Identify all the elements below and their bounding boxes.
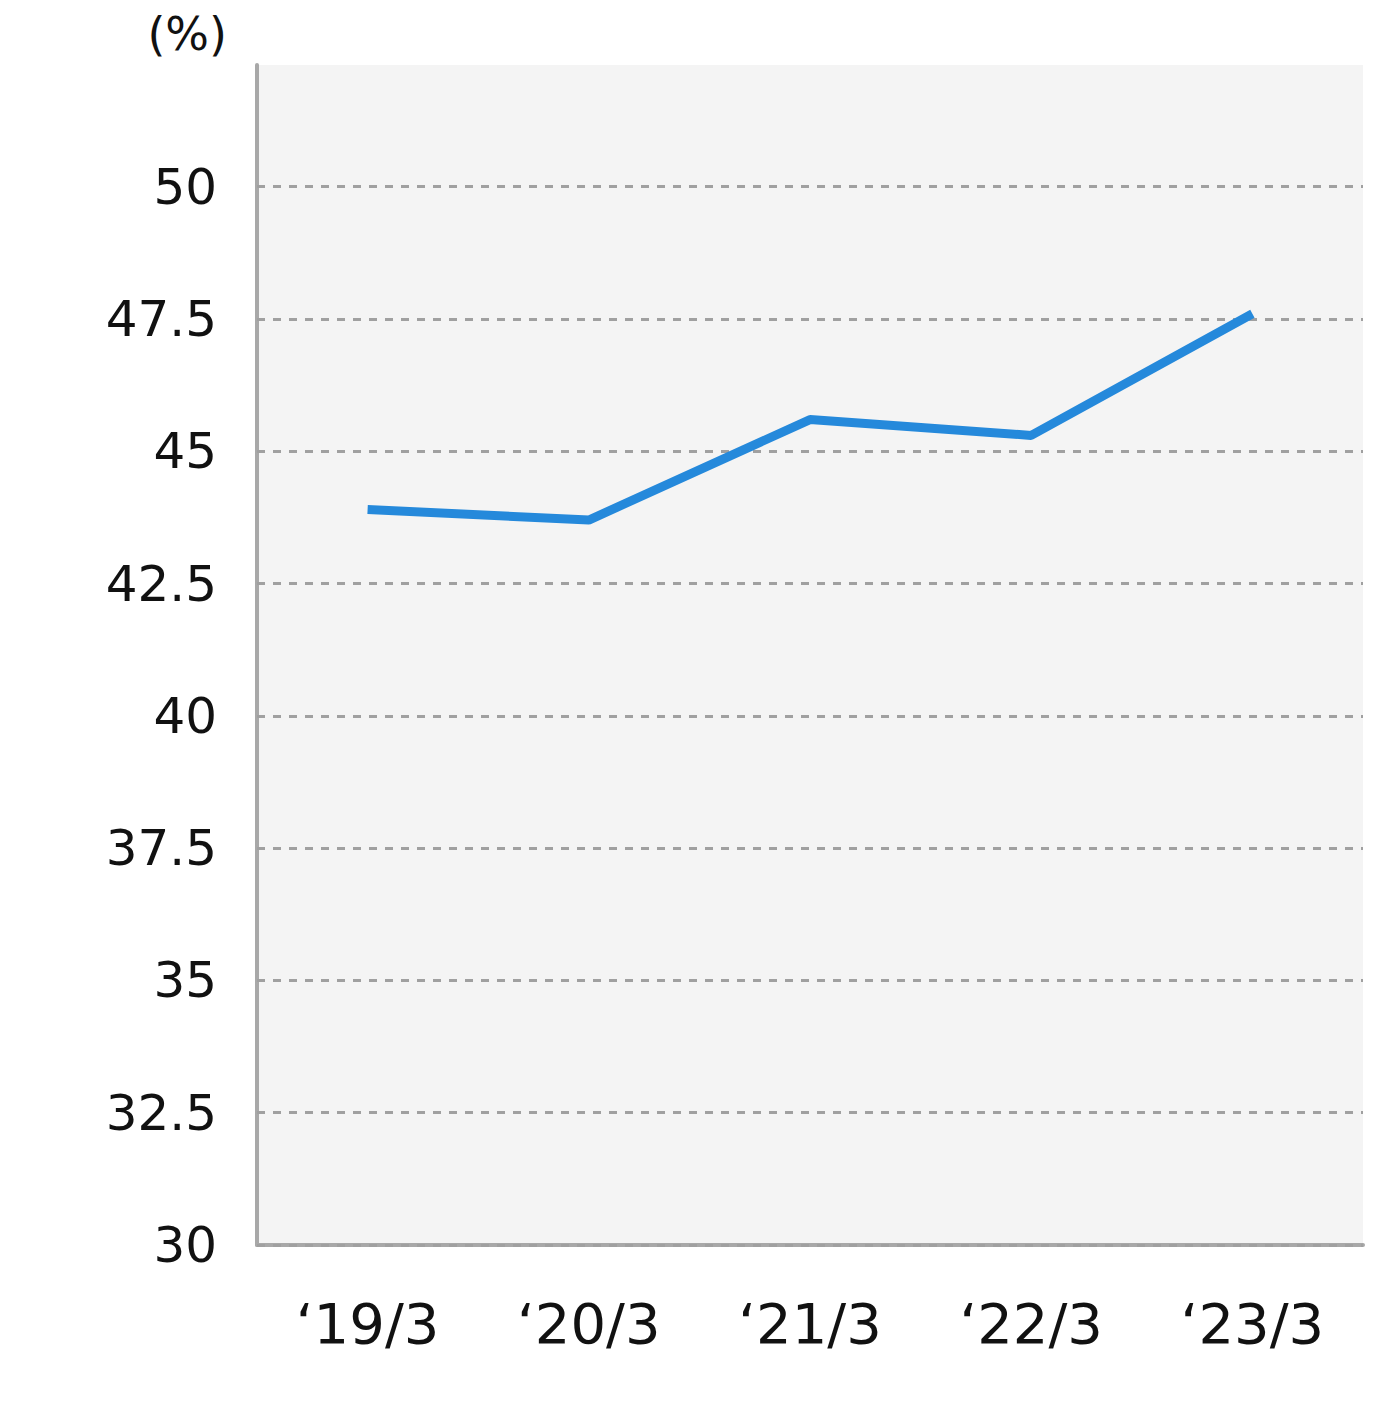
svg-text:‘22/3: ‘22/3 (959, 1291, 1103, 1356)
svg-text:47.5: 47.5 (106, 290, 217, 348)
svg-text:50: 50 (153, 158, 217, 216)
svg-text:‘20/3: ‘20/3 (517, 1291, 661, 1356)
svg-text:(%): (%) (147, 7, 227, 61)
svg-text:37.5: 37.5 (106, 819, 217, 877)
svg-text:40: 40 (153, 687, 217, 745)
svg-text:‘19/3: ‘19/3 (296, 1291, 440, 1356)
svg-text:35: 35 (153, 951, 217, 1009)
svg-text:‘21/3: ‘21/3 (738, 1291, 882, 1356)
svg-text:32.5: 32.5 (106, 1084, 217, 1142)
svg-text:‘23/3: ‘23/3 (1181, 1291, 1325, 1356)
svg-text:45: 45 (153, 422, 217, 480)
svg-text:42.5: 42.5 (106, 555, 217, 613)
svg-text:30: 30 (153, 1216, 217, 1274)
